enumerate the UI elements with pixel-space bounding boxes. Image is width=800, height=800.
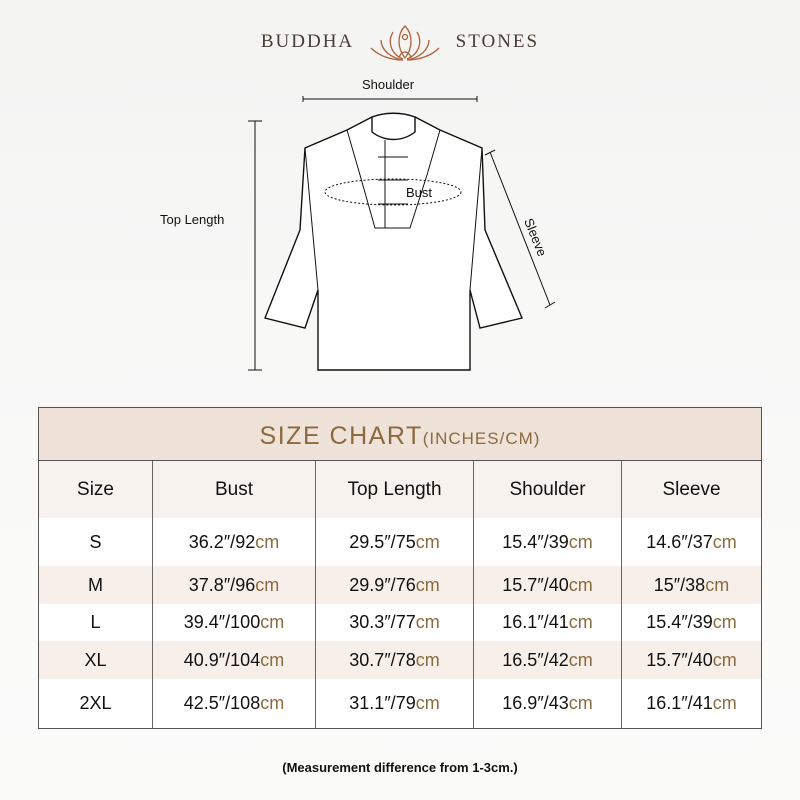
measure-value: 30.3″/77 xyxy=(349,612,416,632)
shirt-illustration xyxy=(248,96,556,371)
measure-cell: 15″/38 cm xyxy=(622,566,761,604)
measure-cell: 37.8″/96 cm xyxy=(153,566,316,604)
measure-cell: 42.5″/108 cm xyxy=(153,679,316,728)
size-chart-title: SIZE CHART(INCHES/CM) xyxy=(39,408,761,461)
measure-value: 39.4″/100 xyxy=(183,612,261,632)
title-text: SIZE CHART xyxy=(259,422,423,450)
measure-unit: cm xyxy=(415,612,440,632)
size-cell: 2XL xyxy=(39,679,153,728)
measure-value: 36.2″/92 xyxy=(188,531,256,552)
measure-unit: cm xyxy=(260,612,285,632)
measure-value: 42.5″/108 xyxy=(183,693,261,713)
top-length-label: Top Length xyxy=(160,212,225,227)
measure-cell: 16.1″/41 cm xyxy=(622,679,761,728)
brand-left: BUDDHA xyxy=(260,31,355,52)
measure-cell: 15.4″/39 cm xyxy=(474,518,622,566)
measure-unit: cm xyxy=(568,574,593,595)
measure-cell: 30.3″/77 cm xyxy=(316,604,474,641)
measure-unit: cm xyxy=(568,531,593,552)
brand-logo: BUDDHA STONES xyxy=(0,22,800,62)
measure-unit: cm xyxy=(712,612,737,632)
measure-value: 15″/38 xyxy=(653,574,706,595)
size-chart-table: SIZE CHART(INCHES/CM) Size Bust Top Leng… xyxy=(38,407,762,729)
measure-value: 16.9″/43 xyxy=(502,693,569,713)
measure-value: 29.9″/76 xyxy=(349,574,416,595)
table-row: 2XL 42.5″/108 cm 31.1″/79 cm 16.9″/43 cm 16.1″/… xyxy=(39,679,761,728)
shirt-diagram: Shoulder Bust Top Length Sleeve xyxy=(0,60,800,390)
measure-cell: 15.7″/40 cm xyxy=(474,566,622,604)
measure-unit: cm xyxy=(568,693,593,713)
measure-cell: 29.9″/76 cm xyxy=(316,566,474,604)
measure-cell: 30.7″/78 cm xyxy=(316,641,474,679)
measure-unit: cm xyxy=(712,693,737,713)
measure-value: 30.7″/78 xyxy=(349,649,416,670)
measure-value: 40.9″/104 xyxy=(183,649,261,670)
measure-value: 15.4″/39 xyxy=(646,612,713,632)
measure-value: 29.5″/75 xyxy=(349,531,416,552)
header-sleeve: Sleeve xyxy=(662,478,721,500)
measure-unit: cm xyxy=(712,531,737,552)
measure-value: 16.1″/41 xyxy=(646,693,713,713)
measure-cell: 39.4″/100 cm xyxy=(153,604,316,641)
measure-cell: 29.5″/75 cm xyxy=(316,518,474,566)
measure-cell: 15.7″/40 cm xyxy=(622,641,761,679)
table-row: S 36.2″/92 cm 29.5″/75 cm 15.4″/39 cm 14.6″/37 c… xyxy=(39,518,761,566)
header-row: Size Bust Top Length Shoulder Sleeve xyxy=(39,461,761,518)
measure-unit: cm xyxy=(568,612,593,632)
table-row: L 39.4″/100 cm 30.3″/77 cm 16.1″/41 cm 15.4″/39… xyxy=(39,604,761,641)
measure-unit: cm xyxy=(712,649,737,670)
measure-unit: cm xyxy=(255,531,280,552)
measure-value: 15.7″/40 xyxy=(646,649,713,670)
measure-cell: 40.9″/104 cm xyxy=(153,641,316,679)
measure-value: 15.4″/39 xyxy=(502,531,569,552)
measure-unit: cm xyxy=(415,693,440,713)
header-shoulder: Shoulder xyxy=(474,461,622,518)
measure-value: 14.6″/37 xyxy=(646,531,713,552)
size-cell: M xyxy=(39,566,153,604)
measure-unit: cm xyxy=(568,649,593,670)
measure-value: 31.1″/79 xyxy=(349,693,416,713)
lotus-meditation-icon xyxy=(370,25,440,61)
measure-cell: 31.1″/79 cm xyxy=(316,679,474,728)
size-cell: L xyxy=(39,604,153,641)
measurement-note: (Measurement difference from 1-3cm.) xyxy=(282,760,518,775)
measure-cell: 15.4″/39 cm xyxy=(622,604,761,641)
measure-cell: 16.1″/41 cm xyxy=(474,604,622,641)
size-cell: XL xyxy=(39,641,153,679)
table-row: XL 40.9″/104 cm 30.7″/78 cm 16.5″/42 cm 15.7″/4… xyxy=(39,641,761,679)
brand-right: STONES xyxy=(455,31,540,52)
measure-value: 15.7″/40 xyxy=(502,574,569,595)
measure-cell: 16.9″/43 cm xyxy=(474,679,622,728)
measure-unit: cm xyxy=(255,574,280,595)
measure-unit: cm xyxy=(260,693,285,713)
measure-unit: cm xyxy=(415,649,440,670)
size-cell: S xyxy=(39,518,153,566)
table-row: M 37.8″/96 cm 29.9″/76 cm 15.7″/40 cm 15″/38 cm xyxy=(39,566,761,604)
measure-unit: cm xyxy=(260,649,285,670)
header-bust: Bust xyxy=(153,461,316,518)
measure-cell: 36.2″/92 cm xyxy=(153,518,316,566)
shoulder-label: Shoulder xyxy=(362,77,415,92)
header-top-length: Top Length xyxy=(316,461,474,518)
measure-value: 37.8″/96 xyxy=(188,574,256,595)
title-suffix: (INCHES/CM) xyxy=(422,429,541,448)
measure-cell: 14.6″/37 cm xyxy=(622,518,761,566)
measure-cell: 16.5″/42 cm xyxy=(474,641,622,679)
bust-label: Bust xyxy=(406,185,433,200)
measure-unit: cm xyxy=(415,531,440,552)
header-size: Size xyxy=(39,461,153,518)
measure-unit: cm xyxy=(705,574,730,595)
measure-unit: cm xyxy=(415,574,440,595)
measure-value: 16.1″/41 xyxy=(502,612,569,632)
measure-value: 16.5″/42 xyxy=(502,649,569,670)
